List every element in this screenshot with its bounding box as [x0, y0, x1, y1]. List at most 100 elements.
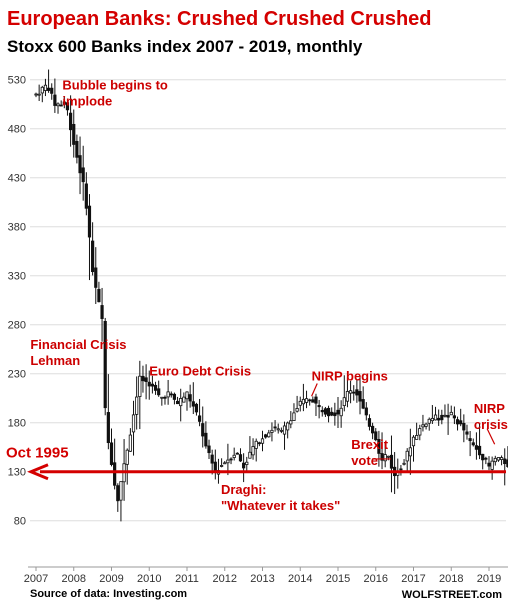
candle-body — [109, 442, 114, 465]
candle-body — [223, 462, 227, 465]
annotation-line: Draghi: — [221, 482, 267, 497]
candle-body — [452, 415, 456, 419]
annotation-layer: Bubble begins to implode Financial Crisis L… — [30, 78, 508, 514]
candle-body — [427, 418, 431, 424]
candle-body — [91, 240, 95, 273]
grid-layer — [30, 79, 506, 522]
y-tick-label: 480 — [8, 124, 26, 136]
candle-body — [210, 454, 214, 464]
candle-body — [78, 155, 82, 174]
candle-body — [421, 424, 425, 428]
candle-body — [433, 414, 438, 421]
candle-body — [496, 457, 501, 461]
candle-body — [131, 414, 136, 433]
candle-body — [254, 440, 258, 449]
candle-body — [292, 412, 296, 421]
candle-body — [465, 431, 469, 435]
nirp-crisis-pointer — [486, 428, 496, 445]
credit-note: WOLFSTREET.com — [402, 589, 502, 601]
candle-body — [81, 167, 85, 183]
annotation-line: Bubble begins to — [62, 78, 168, 93]
candle-body — [348, 390, 353, 394]
candle-body — [273, 426, 277, 429]
candle-body — [135, 396, 139, 415]
nirp-begins-pointer — [311, 383, 318, 397]
candle-body — [34, 93, 38, 96]
annotation-line: NIRP begins — [312, 369, 388, 384]
candle-body — [251, 446, 255, 456]
candle-body — [191, 401, 195, 407]
candle-body — [125, 449, 129, 465]
y-tick-label: 530 — [8, 75, 26, 87]
candle-body — [487, 462, 491, 467]
candle-body — [166, 391, 170, 398]
candle-body — [245, 461, 249, 465]
candle-body — [40, 86, 44, 94]
candle-series — [34, 69, 508, 522]
annotation-euro: Euro Debt Crisis — [149, 364, 251, 379]
candle-body — [333, 412, 337, 417]
annotation-brexit: Brexit vote — [351, 437, 389, 468]
candle-body — [298, 400, 302, 406]
x-tick-label: 2010 — [137, 573, 161, 585]
candle-body — [100, 305, 104, 319]
reference-label: Oct 1995 — [6, 445, 69, 462]
x-tick-label: 2007 — [24, 573, 48, 585]
candle-body — [238, 454, 243, 462]
candle-body — [383, 454, 387, 462]
candle-body — [484, 457, 488, 460]
candle-body — [185, 391, 189, 400]
candle-body — [314, 396, 318, 404]
x-tick-label: 2013 — [250, 573, 274, 585]
candle-body — [150, 383, 154, 387]
candle-body — [141, 375, 145, 382]
candle-body — [147, 381, 151, 387]
candle-body — [144, 377, 148, 383]
x-tick-label: 2015 — [326, 573, 350, 585]
candle-body — [330, 411, 334, 416]
chart-title: European Banks: Crushed Crushed Crushed — [7, 8, 432, 30]
candle-body — [304, 398, 309, 403]
candle-body — [128, 434, 132, 452]
candle-body — [411, 436, 416, 447]
candle-body — [226, 459, 230, 464]
candle-body — [371, 425, 375, 434]
candle-body — [175, 400, 180, 405]
candle-body — [276, 428, 280, 431]
candle-body — [342, 397, 346, 407]
candle-body — [172, 393, 177, 400]
annotation-line: Brexit — [351, 437, 389, 452]
candle-body — [37, 93, 41, 96]
candle-body — [113, 462, 117, 486]
candle-body — [182, 396, 186, 403]
candle-body — [336, 409, 340, 415]
annotation-line: Lehman — [30, 353, 80, 368]
candle-body — [477, 445, 482, 456]
x-tick-label: 2017 — [401, 573, 425, 585]
y-tick-label: 330 — [8, 271, 26, 283]
candle-body — [119, 481, 123, 501]
x-tick-label: 2019 — [477, 573, 501, 585]
candle-body — [430, 417, 434, 422]
annotation-bubble: Bubble begins to implode — [62, 78, 168, 109]
candle-body — [358, 391, 362, 402]
candle-body — [468, 438, 472, 442]
candle-body — [361, 399, 365, 409]
candle-body — [103, 320, 107, 409]
x-tick-label: 2018 — [439, 573, 463, 585]
x-tick-label: 2009 — [99, 573, 123, 585]
candle-body — [197, 415, 202, 422]
candle-body — [157, 388, 161, 396]
candle-body — [46, 87, 51, 91]
candle-body — [97, 288, 101, 303]
annotation-draghi: Draghi: "Whatever it takes" — [221, 482, 340, 513]
candle-body — [471, 442, 475, 446]
candle-body — [301, 398, 305, 405]
x-tick-label: 2011 — [175, 573, 199, 585]
candle-body — [437, 417, 441, 421]
candle-body — [106, 412, 110, 444]
candle-body — [267, 432, 271, 438]
annotation-nirp-begins: NIRP begins — [312, 369, 388, 384]
